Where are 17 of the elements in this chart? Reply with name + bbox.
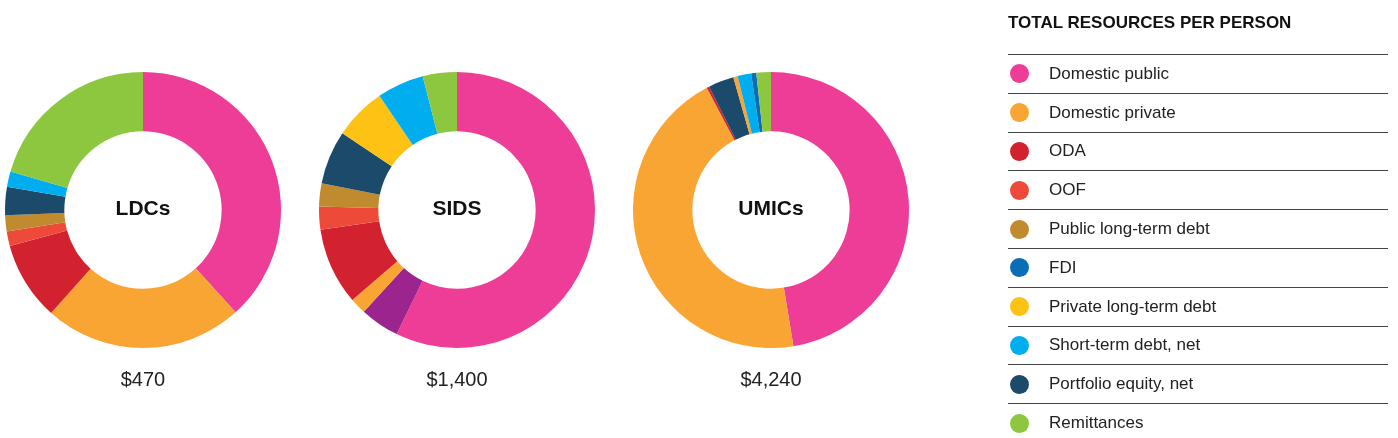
category-label: Short-term debt, net: [1049, 335, 1201, 356]
text: $470: [119, 368, 167, 391]
text: TOTAL RESOURCES PER PERSON: [1008, 12, 1293, 34]
category-label: OOF: [1049, 180, 1086, 201]
text: $1,400: [425, 368, 489, 391]
category-label: Private long-term debt: [1049, 296, 1217, 317]
category-label: Domestic private: [1049, 102, 1176, 123]
category-label: Domestic public: [1049, 63, 1169, 84]
text: SIDS: [431, 196, 483, 220]
category-label: FDI: [1049, 257, 1077, 278]
text: UMICs: [737, 196, 805, 220]
category-label: Remittances: [1049, 413, 1144, 434]
category-label: Public long-term debt: [1049, 219, 1210, 240]
category-label: Portfolio equity, net: [1049, 374, 1194, 395]
category-label: ODA: [1049, 141, 1086, 162]
text: $4,240: [739, 368, 803, 391]
text: LDCs: [114, 196, 172, 220]
